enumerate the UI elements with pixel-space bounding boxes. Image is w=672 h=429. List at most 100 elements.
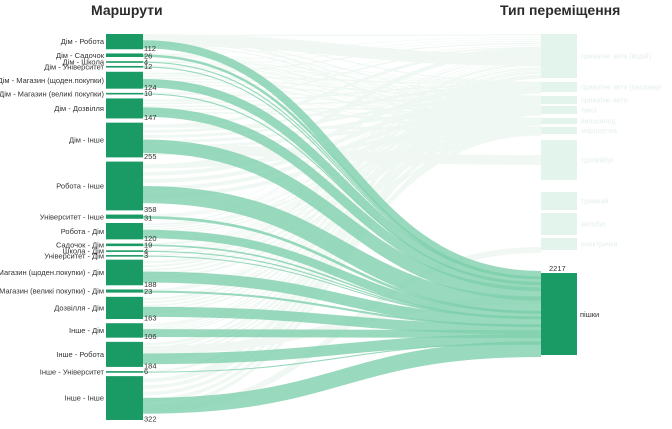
source-node [106,341,143,367]
walk-flow [142,271,542,328]
source-label: Школа - Дім [63,247,104,256]
source-value: 120 [144,234,157,243]
destination-node [541,140,577,180]
source-label: Дім - Школа [63,58,105,67]
source-label: Дозвілля - Дім [54,304,104,313]
source-value: 4 [144,57,148,66]
source-node [106,92,143,95]
walk-flow [142,107,542,292]
destination-label: приватне авто (пасажир) [581,85,662,92]
source-label: Університет - Інше [40,212,104,221]
destination-nodes: приватне авто (водій) приватне авто (паса… [541,34,662,355]
faint-flow [142,61,542,84]
faint-flow [142,42,542,75]
source-value: 3 [144,251,148,260]
source-node [106,65,143,68]
source-label: Робота - Дім [61,227,104,236]
source-value: 10 [144,89,152,98]
destination-node [541,213,577,235]
destination-node [541,34,577,78]
destination-label: маршрутка [581,128,617,135]
destination-node [541,238,577,250]
destination-label: таксі [581,107,597,115]
source-label: Дім - Магазин (щоден.покупки) [0,76,104,85]
source-label: Робота - Інше [56,182,104,191]
labels: пішки 2217 Дім - Робота 112 Дім - Садочок 26 Д… [0,37,599,423]
source-value: 31 [144,213,152,222]
source-label: Магазин (великі покупки) - Дім [0,287,104,296]
source-label: Садочок - Дім [56,240,104,249]
walk-flow [142,306,542,335]
source-value: 163 [144,314,157,323]
walk-flow [142,40,542,280]
source-label: Дім - Університет [44,62,104,71]
walk-flow [142,54,542,279]
source-node [106,53,143,57]
source-node [106,34,143,50]
source-value: 23 [144,287,152,296]
source-value: 26 [144,51,152,60]
source-value: 184 [144,361,157,370]
walk-flow [142,78,542,286]
faint-flow [142,75,542,383]
destination-node [541,106,577,114]
source-label: Дім - Робота [61,37,105,46]
walk-flow [142,229,542,320]
destination-node [541,96,577,104]
faint-flow [142,34,542,66]
source-node [106,161,143,211]
source-value: 106 [144,332,157,341]
walk-flow [142,334,542,365]
source-node [106,71,143,89]
destination-node [541,127,577,134]
sources-heading: Маршрути [91,2,163,18]
source-value: 124 [144,83,157,92]
source-node [106,61,143,63]
walk-flow [142,185,542,314]
source-value: 112 [144,44,156,53]
source-node [106,323,143,338]
source-node [106,98,143,119]
source-nodes [106,34,143,420]
walk-flow [142,139,542,301]
destination-node [541,192,577,210]
source-value: 19 [144,241,152,250]
walk-flow [142,341,542,414]
source-node [106,376,143,420]
source-node [106,255,143,257]
source-node [106,250,143,252]
source-node [106,296,143,320]
destination-node-walk [541,273,577,355]
source-node [106,371,143,373]
source-label: Магазин (щоден.покупки) - Дім [0,268,104,277]
destination-label: приватне авто [581,98,627,105]
source-node [106,214,143,219]
walk-flow [142,329,542,339]
destination-node [541,82,577,92]
source-label: Дім - Дозвілля [54,104,104,113]
source-value: 4 [144,246,148,255]
faint-flow [142,97,542,108]
destination-value-walk: 2217 [549,264,566,273]
destination-node [541,118,577,124]
source-node [106,289,143,293]
source-node [106,259,143,286]
source-node [106,122,143,158]
source-value: 147 [144,113,157,122]
source-label: Інше - Інше [65,394,105,403]
faint-flow [142,111,542,310]
source-value: 188 [144,280,157,289]
targets-heading: Тип переміщення [500,2,620,18]
destination-label: велосипед [581,119,615,126]
faint-flow [142,112,542,357]
source-node [106,243,143,247]
source-label: Університет - Дім [44,251,104,260]
source-label: Інше - Робота [56,350,105,359]
destination-label: трамвай [581,198,608,206]
faint-flow [142,55,542,226]
destination-label-walk: пішки [580,310,599,319]
source-value: 6 [144,367,148,376]
walk-flows [142,40,542,414]
source-label: Інше - Університет [40,368,105,377]
